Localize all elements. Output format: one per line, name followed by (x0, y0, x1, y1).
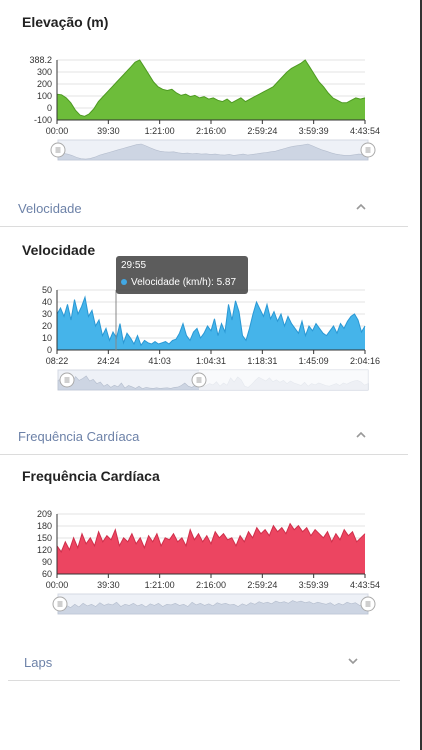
y-tick-label: 0 (47, 103, 52, 113)
navigator-unselected (199, 370, 368, 390)
series-line (56, 295, 366, 347)
tooltip-value-row: Velocidade (km/h): 5.87 (121, 277, 236, 288)
x-tick-label: 2:59:24 (247, 126, 277, 136)
x-tick-label: 00:00 (46, 126, 69, 136)
x-tick-label: 08:22 (46, 356, 69, 366)
chevron-down-icon[interactable] (346, 654, 360, 668)
series-dot-icon (121, 279, 127, 285)
x-tick-label: 1:18:31 (247, 356, 277, 366)
right-edge-border (420, 0, 422, 750)
navigator-series (57, 600, 369, 615)
series-area (57, 60, 365, 120)
section-label-frequencia: Frequência Cardíaca (18, 429, 140, 444)
series-area (57, 523, 365, 574)
y-tick-label: 0 (47, 345, 52, 355)
x-tick-label: 3:59:39 (299, 126, 329, 136)
tooltip-value: Velocidade (km/h): 5.87 (131, 277, 237, 288)
x-tick-label: 1:04:31 (196, 356, 226, 366)
navigator-series (57, 143, 369, 161)
series-area (57, 297, 365, 350)
x-tick-label: 24:24 (97, 356, 120, 366)
y-tick-label: 50 (42, 285, 52, 295)
tooltip-time: 29:55 (121, 260, 147, 271)
x-tick-label: 1:21:00 (145, 580, 175, 590)
x-tick-label: 2:59:24 (247, 580, 277, 590)
x-tick-label: 4:43:54 (350, 126, 380, 136)
y-tick-label: 120 (37, 545, 52, 555)
x-tick-label: 00:00 (46, 580, 69, 590)
y-tick-label: 388.2 (29, 55, 52, 65)
x-tick-label: 4:43:54 (350, 580, 380, 590)
y-tick-label: 10 (42, 333, 52, 343)
x-tick-label: 1:21:00 (145, 126, 175, 136)
x-tick-label: 2:16:00 (196, 580, 226, 590)
y-tick-label: 30 (42, 309, 52, 319)
y-tick-label: 90 (42, 557, 52, 567)
y-tick-label: 200 (37, 79, 52, 89)
section-header-velocidade[interactable]: Velocidade (0, 192, 408, 227)
y-tick-label: 300 (37, 67, 52, 77)
y-tick-label: 180 (37, 521, 52, 531)
y-tick-label: 20 (42, 321, 52, 331)
section-label-laps: Laps (24, 655, 53, 670)
section-header-laps[interactable]: Laps (8, 646, 400, 681)
chart-title-frequencia: Frequência Cardíaca (22, 468, 160, 484)
x-tick-label: 39:30 (97, 126, 120, 136)
section-header-frequencia[interactable]: Frequência Cardíaca (0, 420, 408, 455)
chart-tooltip: 29:55 Velocidade (km/h): 5.87 (116, 256, 248, 294)
series-line (56, 522, 366, 553)
speed-chart: 50 40 30 20 10 008:22 24:24 41:03 1:04:31 1:18:31… (42, 285, 380, 391)
x-tick-label: 41:03 (148, 356, 171, 366)
x-tick-label: 39:30 (97, 580, 120, 590)
chevron-up-icon[interactable] (354, 428, 368, 442)
x-tick-label: 3:59:39 (299, 580, 329, 590)
y-tick-label: -100 (34, 115, 52, 125)
section-label-velocidade: Velocidade (18, 201, 82, 216)
x-tick-label: 2:16:00 (196, 126, 226, 136)
x-tick-label: 1:45:09 (299, 356, 329, 366)
y-tick-label: 209 (37, 509, 52, 519)
chart-title-velocidade: Velocidade (22, 242, 96, 258)
y-tick-label: 150 (37, 533, 52, 543)
y-tick-label: 40 (42, 297, 52, 307)
series-line (56, 59, 366, 117)
x-tick-label: 2:04:16 (350, 356, 380, 366)
chevron-up-icon[interactable] (354, 200, 368, 214)
y-tick-label: 60 (42, 569, 52, 579)
y-tick-label: 100 (37, 91, 52, 101)
chart-title-elevacao: Elevação (m) (22, 14, 109, 30)
